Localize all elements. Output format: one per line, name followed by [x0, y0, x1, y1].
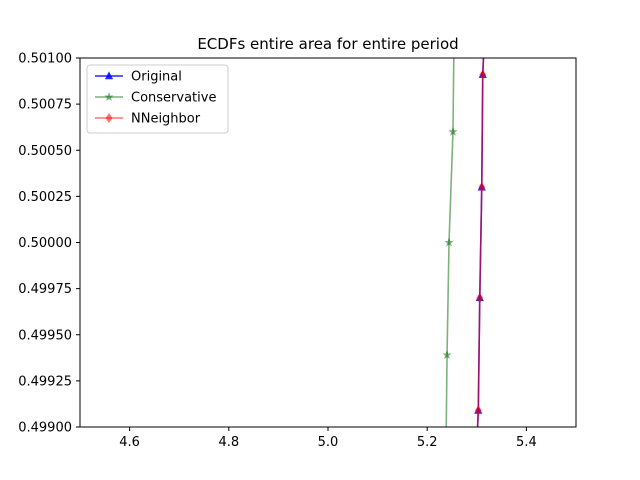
chart-title: ECDFs entire area for entire period — [197, 35, 458, 53]
legend-item-original: Original — [95, 70, 182, 85]
data-point-conservative — [442, 350, 452, 359]
y-tick-label: 0.50075 — [18, 98, 72, 113]
y-axis: 0.49900 0.49925 0.49950 0.49975 0.50000 0.500… — [18, 52, 80, 436]
legend-label: Original — [131, 70, 182, 85]
y-tick-label: 0.49925 — [18, 374, 72, 389]
series-line-nneighbor — [476, 58, 485, 427]
y-tick-label: 0.50100 — [18, 52, 72, 67]
y-tick-label: 0.50050 — [18, 144, 72, 159]
series-layer — [442, 35, 488, 450]
y-tick-label: 0.50025 — [18, 190, 72, 205]
data-point-original — [473, 441, 480, 448]
y-tick-label: 0.49900 — [18, 421, 72, 436]
series-nneighbor — [474, 35, 487, 450]
x-tick-label: 5.0 — [318, 435, 339, 450]
y-tick-label: 0.49950 — [18, 328, 72, 343]
y-tick-label: 0.50000 — [18, 236, 72, 251]
legend-item-conservative: Conservative — [95, 91, 216, 106]
y-tick-label: 0.49975 — [18, 282, 72, 297]
x-tick-label: 4.6 — [119, 435, 140, 450]
legend-marker — [104, 71, 114, 80]
data-point-nneighbor — [478, 182, 486, 193]
x-tick-label: 5.2 — [417, 435, 438, 450]
legend-marker — [104, 92, 114, 101]
legend: Original Conservative NNeighbor — [86, 64, 229, 134]
data-point-nneighbor — [474, 405, 482, 416]
legend-box — [86, 64, 229, 134]
data-point-original — [481, 36, 488, 43]
data-point-nneighbor — [479, 69, 487, 80]
data-point-nneighbor — [474, 441, 480, 450]
data-point-nneighbor — [481, 35, 487, 44]
series-conservative — [442, 58, 458, 448]
data-point-conservative — [448, 126, 458, 136]
legend-marker — [105, 112, 113, 124]
data-point-conservative — [442, 441, 450, 448]
x-axis: 4.6 4.8 5.0 5.2 5.4 — [119, 427, 537, 450]
data-point-conservative — [444, 237, 454, 247]
legend-item-nneighbor: NNeighbor — [95, 112, 201, 127]
data-point-nneighbor — [476, 292, 484, 303]
x-tick-label: 4.8 — [218, 435, 239, 450]
legend-label: Conservative — [131, 91, 216, 106]
legend-label: NNeighbor — [131, 112, 201, 127]
x-tick-label: 5.4 — [516, 435, 537, 450]
